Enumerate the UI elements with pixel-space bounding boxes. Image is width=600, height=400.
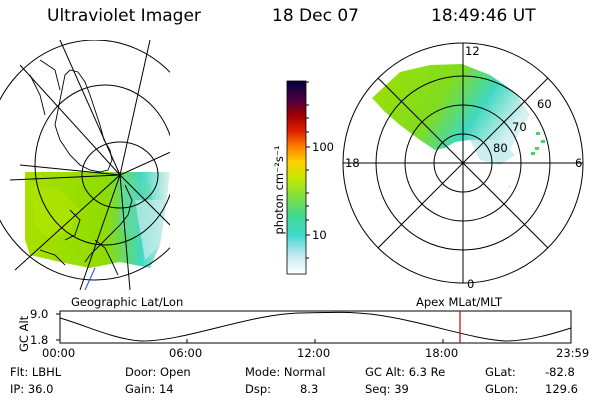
lat-label-70: 70 [512,120,527,134]
mlt-label-6: 6 [575,156,583,170]
dsp-label: Dsp: [245,382,272,396]
colorbar [286,80,310,275]
mlt-label-18: 18 [345,156,360,170]
xtick-0000: 00:00 [42,346,76,360]
flt-info: Flt: LBHL [10,365,62,379]
colorbar-tick-100: 100 [312,140,334,154]
gc-alt-info: GC Alt: 6.3 Re [365,365,446,379]
glon-label: GLon: [485,382,519,396]
mode-info: Mode: Normal [245,365,326,379]
glat-label: GLat: [485,365,516,379]
xtick-1800: 18:00 [425,346,459,360]
terminator-line [84,267,96,290]
colorbar-tick-10: 10 [312,228,327,242]
altitude-timeline [56,310,572,344]
ip-info: IP: 36.0 [10,382,54,396]
geographic-caption: Geographic Lat/Lon [71,295,184,309]
date-label: 18 Dec 07 [272,6,359,26]
lat-circle [0,40,170,281]
lat-label-80: 80 [493,141,508,155]
timeline-ylabel: GC Alt [17,315,31,352]
time-label: 18:49:46 UT [431,6,536,26]
lat-label-60: 60 [537,97,552,111]
colorbar-label: photon cm⁻²s⁻¹ [272,145,286,235]
apex-caption: Apex MLat/MLT [416,295,503,309]
xtick-0600: 06:00 [169,346,203,360]
ytick-9: 9.0 [30,307,49,321]
altitude-curve [59,311,572,342]
coastlines [29,59,133,276]
gain-info: Gain: 14 [125,382,174,396]
lat-circle [81,141,159,209]
mlt-label-12: 12 [465,44,480,58]
lat-circle [34,84,170,246]
aurora-image-left [25,172,170,268]
glat-value: -82.8 [545,365,575,379]
glon-value: 129.6 [545,382,578,396]
app-title: Ultraviolet Imager [47,6,201,26]
door-info: Door: Open [125,365,191,379]
geographic-map [0,40,170,290]
seq-info: Seq: 39 [365,382,409,396]
polar-plot [342,42,584,284]
xtick-1200: 12:00 [297,346,331,360]
mlt-label-0: 0 [467,277,475,291]
dsp-value: 8.3 [300,382,319,396]
xtick-2359: 23:59 [556,346,590,360]
ytick-1-8: 1.8 [30,333,49,347]
